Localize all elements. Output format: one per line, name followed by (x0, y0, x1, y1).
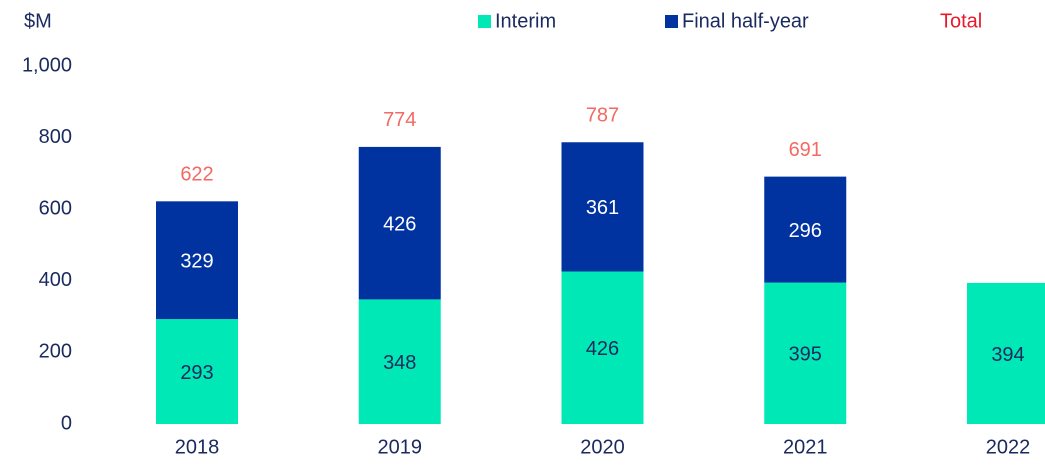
x-tick-label: 2019 (378, 436, 423, 458)
legend-swatch (478, 15, 491, 28)
y-tick-label: 1,000 (22, 54, 72, 76)
x-tick-label: 2020 (580, 436, 625, 458)
value-label: 361 (586, 197, 619, 219)
y-tick-label: 0 (61, 412, 72, 434)
bar-segment (156, 319, 238, 424)
bar-segment (764, 282, 847, 424)
bar-segment (561, 142, 644, 272)
bar-segment (967, 282, 1045, 424)
value-label: 293 (180, 362, 213, 384)
legend-label: Interim (495, 10, 556, 32)
bar-segment (156, 201, 238, 320)
total-label: 787 (586, 105, 619, 127)
legend-swatch (665, 15, 678, 28)
bar-segment (764, 176, 847, 283)
value-label: 329 (180, 250, 213, 272)
x-tick-label: 2022 (986, 436, 1031, 458)
legend-label: Final half-year (682, 10, 809, 32)
x-tick-label: 2021 (783, 436, 828, 458)
total-label: 774 (383, 109, 416, 131)
x-tick-label: 2018 (175, 436, 220, 458)
y-tick-label: 800 (39, 126, 72, 148)
legend-label: Total (940, 10, 982, 32)
value-label: 394 (991, 344, 1024, 366)
y-tick-label: 200 (39, 341, 72, 363)
value-label: 426 (383, 213, 416, 235)
unit-label: $M (24, 10, 52, 32)
total-label: 622 (180, 164, 213, 186)
value-label: 348 (383, 352, 416, 374)
value-label: 296 (789, 220, 822, 242)
y-tick-label: 600 (39, 197, 72, 219)
value-label: 395 (789, 344, 822, 366)
bar-segment (358, 146, 441, 300)
value-label: 426 (586, 338, 619, 360)
total-label: 691 (789, 139, 822, 161)
bar-segment (358, 299, 441, 424)
y-tick-label: 400 (39, 269, 72, 291)
bar-segment (561, 271, 644, 424)
